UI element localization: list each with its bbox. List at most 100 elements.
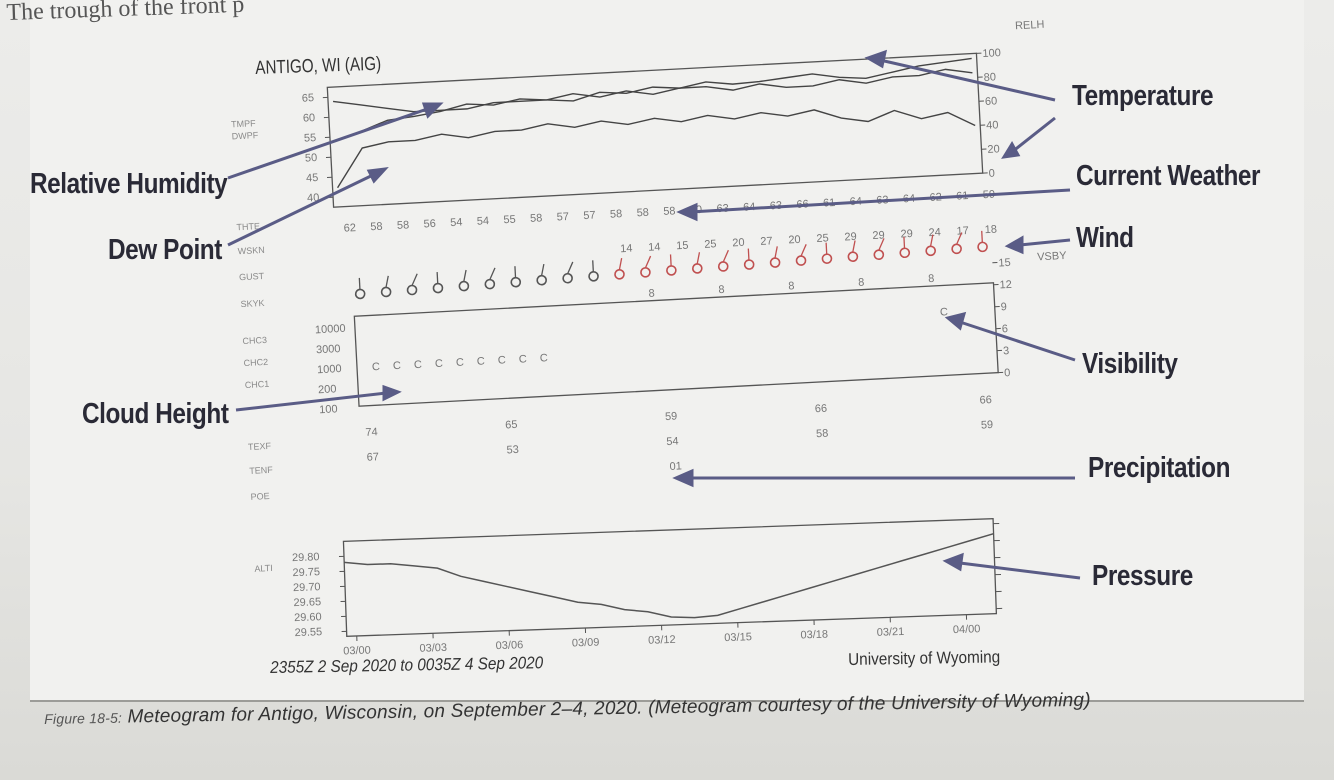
wind-barb bbox=[618, 258, 623, 271]
station-circle bbox=[614, 269, 625, 280]
theta-value: 62 bbox=[343, 222, 356, 235]
station-circle bbox=[977, 241, 988, 253]
temp-arrowhead bbox=[864, 49, 888, 69]
vsby-label: VSBY bbox=[1037, 250, 1068, 264]
temp-arrow-2 bbox=[1011, 116, 1056, 154]
wind-speed-value: 29 bbox=[844, 231, 857, 244]
pressure-x-tick-label: 03/21 bbox=[877, 626, 905, 639]
station-circle bbox=[795, 255, 807, 266]
series-line-tmpf bbox=[332, 68, 973, 113]
station-circle bbox=[873, 249, 885, 261]
station-circle bbox=[666, 265, 677, 276]
wind-barb bbox=[981, 230, 983, 243]
theta-value: 56 bbox=[423, 218, 436, 231]
left-tick-label: 45 bbox=[306, 172, 319, 185]
cloud-tick-label: 10000 bbox=[315, 323, 346, 337]
theta-value: 58 bbox=[663, 205, 676, 218]
wind-speed-value: 18 bbox=[984, 224, 997, 237]
pressure-x-tick-label: 03/12 bbox=[648, 634, 676, 647]
row-label: CHC1 bbox=[245, 379, 270, 390]
station-circle bbox=[717, 261, 729, 272]
wind-speed-value: 15 bbox=[676, 240, 689, 253]
theta-value: 55 bbox=[503, 214, 516, 227]
right-tick-label: 40 bbox=[986, 119, 999, 132]
vis-tick-label: 3 bbox=[1003, 345, 1010, 357]
precip-upper-value: 65 bbox=[505, 419, 518, 432]
precip-lower-value: 58 bbox=[816, 428, 829, 441]
theta-value: 58 bbox=[636, 207, 649, 220]
wind-speed-value: 14 bbox=[620, 243, 633, 256]
theta-value: 54 bbox=[477, 215, 490, 228]
pressure-x-tick-label: 03/00 bbox=[343, 644, 371, 657]
callout-pressure: Pressure bbox=[1092, 560, 1193, 592]
row-label: CHC2 bbox=[243, 357, 268, 368]
station-circle bbox=[769, 257, 781, 268]
pressure-tick-label: 29.80 bbox=[292, 551, 320, 564]
row-label: SKYK bbox=[240, 298, 265, 309]
precip-upper-value: 66 bbox=[815, 403, 828, 416]
weather-arrow bbox=[689, 188, 1071, 214]
visibility-arrow bbox=[959, 320, 1076, 362]
left-tick-label: 50 bbox=[305, 152, 318, 165]
row-label: TENF bbox=[249, 465, 273, 476]
precip-upper-value: 66 bbox=[979, 394, 992, 407]
row-label: ALTI bbox=[254, 563, 273, 574]
visibility-mark: 8 bbox=[788, 280, 795, 292]
cloud-symbol: C bbox=[519, 353, 528, 365]
wind-speed-value: 29 bbox=[900, 228, 913, 241]
callout-visibility: Visibility bbox=[1082, 348, 1178, 380]
vis-tick-label: 9 bbox=[1000, 301, 1007, 313]
dew-arrow bbox=[227, 172, 376, 247]
wind-speed-value: 20 bbox=[788, 234, 801, 247]
right-tick-label: 0 bbox=[988, 168, 995, 180]
station-circle bbox=[821, 253, 833, 264]
wind-barb bbox=[955, 232, 963, 246]
wind-barb bbox=[489, 267, 496, 281]
wind-speed-value: 27 bbox=[760, 235, 773, 248]
rh-arrow bbox=[227, 106, 431, 180]
cloud-symbol: C bbox=[435, 358, 444, 370]
visibility-mark: 8 bbox=[928, 273, 935, 285]
relh-label: RELH bbox=[1015, 19, 1045, 33]
wind-speed-value: 20 bbox=[732, 237, 745, 250]
wind-barb bbox=[800, 244, 807, 257]
cloud-arrow bbox=[235, 391, 387, 412]
wind-barb bbox=[852, 240, 856, 253]
pressure-tick-label: 29.75 bbox=[292, 566, 320, 579]
wind-speed-value: 14 bbox=[648, 241, 661, 254]
station-circle bbox=[484, 278, 496, 290]
wind-barb bbox=[722, 249, 729, 263]
cloud-symbol: C bbox=[456, 357, 465, 369]
station-circle bbox=[432, 282, 444, 294]
station-circle bbox=[536, 274, 547, 286]
cloud-panel-frame bbox=[353, 282, 999, 407]
wind-barb bbox=[436, 272, 439, 285]
pressure-tick-label: 29.55 bbox=[294, 626, 322, 639]
wind-speed-value: 24 bbox=[928, 226, 941, 239]
vis-tick-label: 12 bbox=[999, 279, 1012, 292]
station-circle bbox=[899, 247, 911, 259]
temp-panel-frame bbox=[326, 52, 984, 208]
vis-tick-label: 0 bbox=[1004, 367, 1011, 379]
station-circle bbox=[380, 286, 392, 298]
theta-value: 58 bbox=[397, 219, 410, 232]
station-circle bbox=[562, 272, 573, 284]
row-label: GUST bbox=[239, 271, 265, 282]
cloud-symbol: C bbox=[372, 361, 381, 373]
theta-value: 57 bbox=[583, 209, 596, 222]
series-line-dwpf bbox=[336, 109, 976, 189]
wind-barb bbox=[825, 242, 828, 255]
precip-lower-value: 54 bbox=[666, 435, 679, 448]
wind-speed-value: 17 bbox=[956, 225, 969, 238]
wind-barb bbox=[747, 248, 750, 261]
station-circle bbox=[743, 259, 755, 270]
precip-upper-value: 59 bbox=[665, 410, 678, 423]
cloud-symbol: C bbox=[393, 360, 402, 372]
theta-value: 58 bbox=[530, 212, 543, 225]
wind-barb bbox=[385, 275, 389, 289]
pressure-arrow bbox=[959, 561, 1081, 580]
wind-barb bbox=[696, 252, 701, 265]
visibility-mark: 8 bbox=[858, 277, 865, 289]
